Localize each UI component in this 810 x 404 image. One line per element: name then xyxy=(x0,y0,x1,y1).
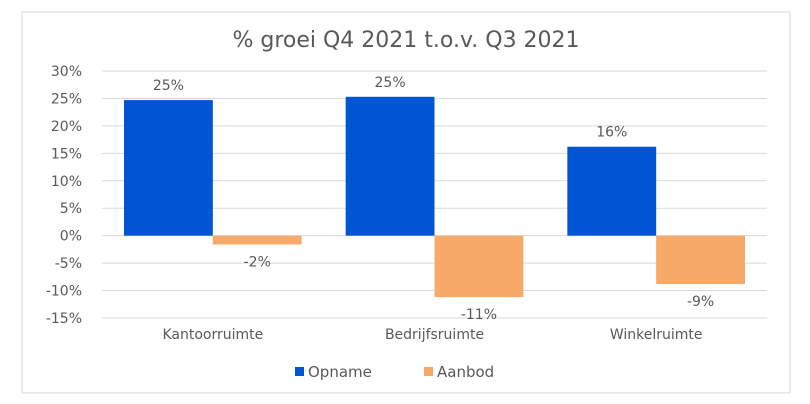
legend-label: Opname xyxy=(308,363,372,381)
x-tick-label: Bedrijfsruimte xyxy=(385,327,484,343)
legend-swatch-aanbod xyxy=(424,367,433,376)
bar-opname xyxy=(567,146,657,236)
data-label: 25% xyxy=(375,75,406,91)
bar-opname xyxy=(124,100,213,236)
y-tick-label: 5% xyxy=(60,201,82,217)
data-label: 25% xyxy=(153,78,184,94)
bar-aanbod xyxy=(434,235,524,298)
y-tick-label: 10% xyxy=(51,174,82,190)
y-tick-label: 20% xyxy=(51,119,82,135)
data-label: -2% xyxy=(244,254,271,270)
y-tick-label: -10% xyxy=(46,284,82,300)
bar-aanbod xyxy=(656,235,745,284)
y-tick-label: -15% xyxy=(46,311,82,327)
y-tick-label: -5% xyxy=(55,256,82,272)
y-tick-label: 30% xyxy=(51,64,82,80)
legend-label: Aanbod xyxy=(437,363,494,381)
x-tick-label: Kantoorruimte xyxy=(162,327,263,343)
y-tick-label: 25% xyxy=(51,91,82,107)
legend-swatch-opname xyxy=(295,367,304,376)
data-label: -9% xyxy=(687,294,714,310)
bar-opname xyxy=(345,96,435,236)
data-label: 16% xyxy=(596,125,627,141)
data-label: -11% xyxy=(461,307,497,323)
x-tick-label: Winkelruimte xyxy=(610,327,703,343)
y-tick-label: 15% xyxy=(51,146,82,162)
chart-title: % groei Q4 2021 t.o.v. Q3 2021 xyxy=(232,28,579,53)
bar-aanbod xyxy=(212,235,302,245)
y-tick-label: 0% xyxy=(60,229,82,245)
